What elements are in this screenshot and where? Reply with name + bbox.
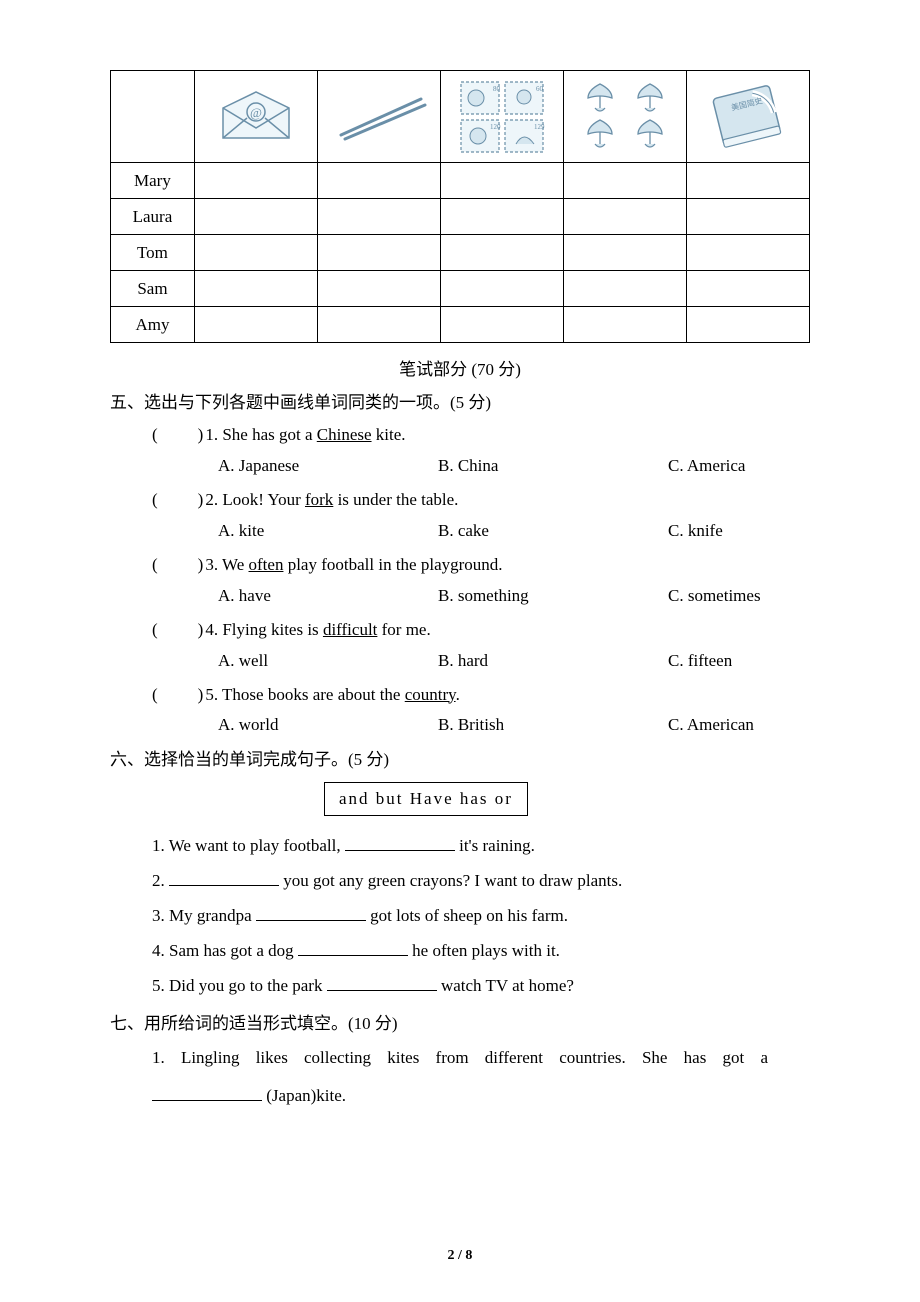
header-book-cell: 美国简史 (686, 71, 809, 163)
word-bank-box: and but Have has or (324, 782, 528, 816)
blank[interactable] (298, 940, 408, 956)
stamps-icon: 80 60 120 129 (456, 78, 548, 156)
row-name: Laura (111, 199, 195, 235)
row-name: Amy (111, 307, 195, 343)
table-row: Sam (111, 271, 810, 307)
blank[interactable] (169, 870, 279, 886)
s5-q1: ( )1. She has got a Chinese kite. (152, 421, 810, 450)
table-header-row: @ (111, 71, 810, 163)
section5-title: 五、选出与下列各题中画线单词同类的一项。(5 分) (110, 388, 810, 413)
row-name: Mary (111, 163, 195, 199)
s5-q2: ( )2. Look! Your fork is under the table… (152, 486, 810, 515)
header-chopsticks-cell (317, 71, 440, 163)
header-kites-cell (563, 71, 686, 163)
envelope-icon: @ (217, 88, 295, 146)
s5-q5: ( )5. Those books are about the country. (152, 681, 810, 710)
s5-q4: ( )4. Flying kites is difficult for me. (152, 616, 810, 645)
table-row: Amy (111, 307, 810, 343)
section6-title: 六、选择恰当的单词完成句子。(5 分) (110, 745, 810, 770)
section7-title: 七、用所给词的适当形式填空。(10 分) (110, 1009, 810, 1034)
s7-q1-line2: (Japan)kite. (152, 1080, 810, 1112)
blank[interactable] (256, 905, 366, 921)
s6-q5: 5. Did you go to the park watch TV at ho… (152, 972, 810, 1001)
svg-text:80: 80 (493, 85, 501, 93)
s6-q3: 3. My grandpa got lots of sheep on his f… (152, 902, 810, 931)
book-icon: 美国简史 (704, 81, 792, 153)
s6-q1: 1. We want to play football, it's rainin… (152, 832, 810, 861)
header-envelope-cell: @ (194, 71, 317, 163)
worksheet-page: @ (0, 0, 920, 1302)
s5-q3: ( )3. We often play football in the play… (152, 551, 810, 580)
svg-text:120: 120 (490, 123, 501, 131)
s5-q4-opts: A. wellB. hardC. fifteen (218, 651, 810, 671)
header-stamps-cell: 80 60 120 129 (440, 71, 563, 163)
svg-text:60: 60 (536, 85, 544, 93)
svg-text:@: @ (250, 105, 262, 120)
table-row: Laura (111, 199, 810, 235)
written-section-header: 笔试部分 (70 分) (110, 355, 810, 380)
row-name: Tom (111, 235, 195, 271)
s5-q1-opts: A. JapaneseB. ChinaC. America (218, 456, 810, 476)
s5-q2-opts: A. kiteB. cakeC. knife (218, 521, 810, 541)
s7-q1-line1: 1. Lingling likes collecting kites from … (152, 1042, 768, 1074)
blank[interactable] (327, 975, 437, 991)
blank[interactable] (152, 1085, 262, 1101)
header-empty-cell (111, 71, 195, 163)
s6-q2: 2. you got any green crayons? I want to … (152, 867, 810, 896)
s5-q5-opts: A. worldB. BritishC. American (218, 715, 810, 735)
page-footer: 2 / 8 (0, 1248, 920, 1264)
chopsticks-icon (329, 87, 429, 147)
kites-icon (575, 78, 675, 156)
table-row: Mary (111, 163, 810, 199)
row-name: Sam (111, 271, 195, 307)
blank[interactable] (345, 835, 455, 851)
svg-text:129: 129 (534, 123, 545, 131)
s6-q4: 4. Sam has got a dog he often plays with… (152, 937, 810, 966)
hobby-table: @ (110, 70, 810, 343)
table-row: Tom (111, 235, 810, 271)
s5-q3-opts: A. haveB. somethingC. sometimes (218, 586, 810, 606)
